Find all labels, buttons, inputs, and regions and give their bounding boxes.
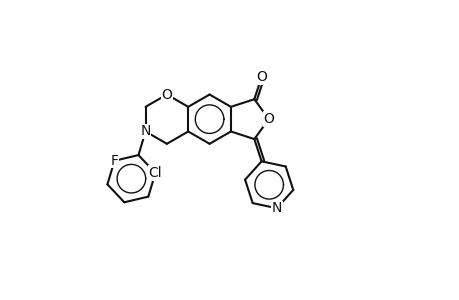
Text: O: O <box>263 112 274 126</box>
Text: O: O <box>256 70 266 84</box>
Text: O: O <box>161 88 172 101</box>
Text: N: N <box>140 124 151 139</box>
Text: Cl: Cl <box>148 166 162 180</box>
Text: F: F <box>110 154 118 168</box>
Text: N: N <box>271 201 281 215</box>
